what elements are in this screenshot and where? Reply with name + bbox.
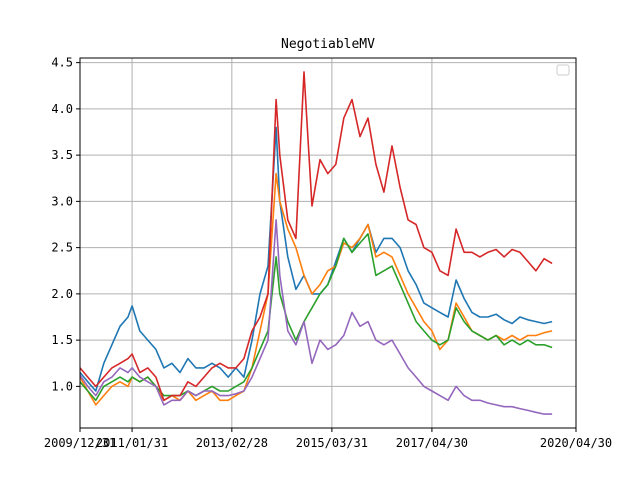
- x-tick-label: 2015/03/31: [296, 436, 368, 450]
- series-layer: [79, 71, 553, 415]
- y-tick-label: 3.0: [51, 194, 73, 208]
- y-tick-label: 2.0: [51, 287, 73, 301]
- x-tick-label: 2013/02/28: [196, 436, 268, 450]
- x-tick-label: 2020/04/30: [540, 436, 612, 450]
- chart-title: NegotiableMV: [281, 37, 375, 52]
- y-tick-label: 3.5: [51, 148, 73, 162]
- series-line-4: [79, 71, 553, 402]
- x-tick-label: 2011/01/31: [96, 436, 168, 450]
- y-tick-label: 4.0: [51, 102, 73, 116]
- y-tick-label: 2.5: [51, 241, 73, 255]
- legend-box: [556, 64, 570, 76]
- x-tick-label: 2017/04/30: [396, 436, 468, 450]
- series-line-5: [79, 219, 553, 415]
- y-tick-label: 1.0: [51, 379, 73, 393]
- axes: 1.0 1.5 2.0 2.5 3.0 3.5 4.0 4.5 2009/12/312011/0…: [44, 56, 612, 450]
- plot-area-frame: [79, 57, 577, 429]
- x-tick-label: 2009/12/31: [44, 436, 116, 450]
- y-tick-label: 4.5: [51, 56, 73, 70]
- y-tick-label: 1.5: [51, 333, 73, 347]
